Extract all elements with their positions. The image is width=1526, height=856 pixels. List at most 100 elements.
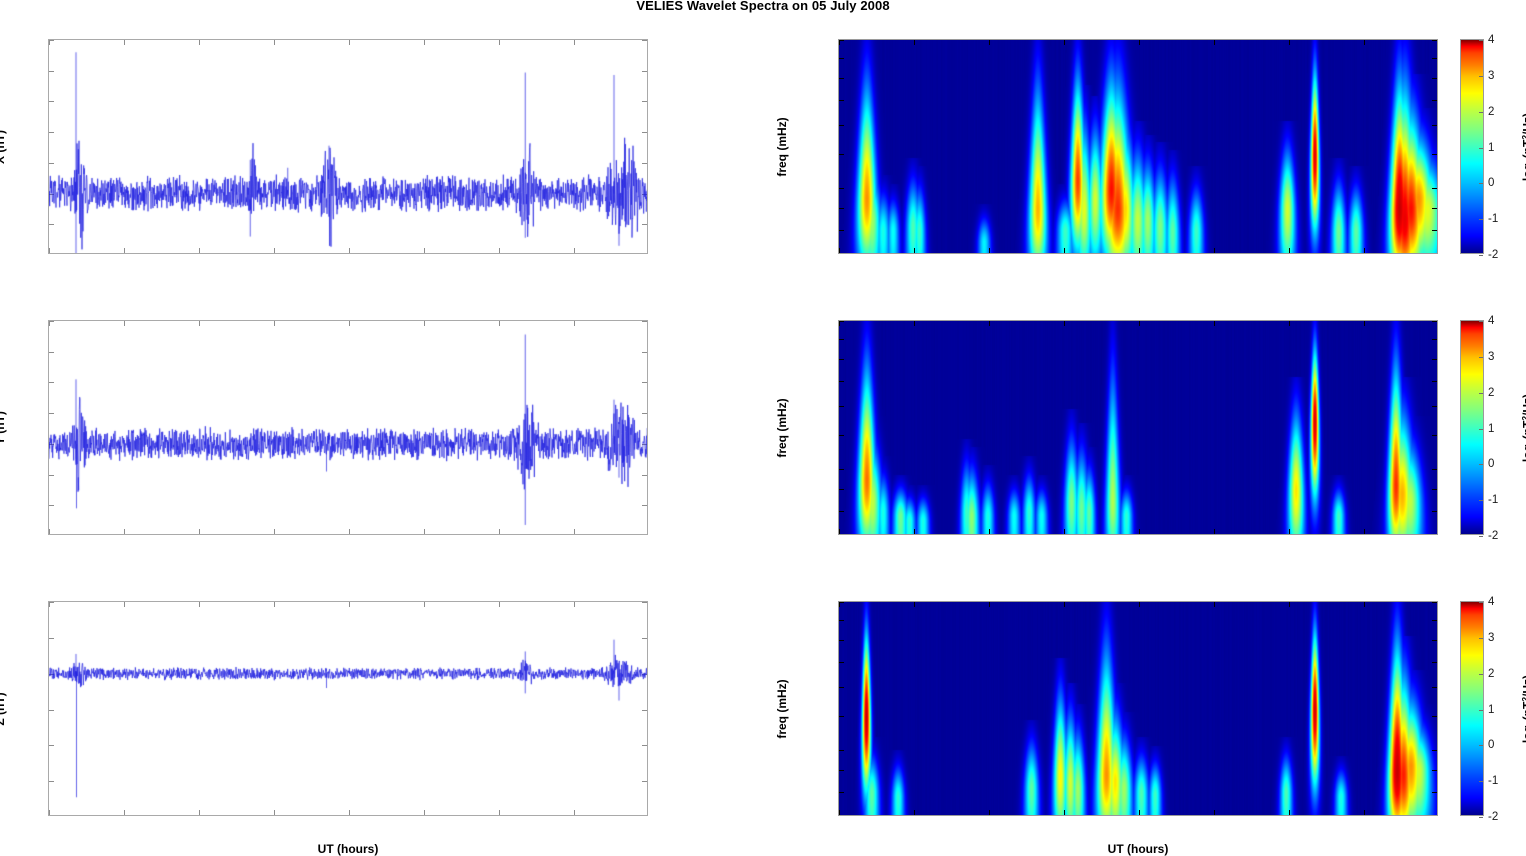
timeseries-panel-x: Filtered Series (cutoff at 7.5 mHz)2.521… [0, 0, 700, 851]
colorbar-tick-label-x-6: -2 [1488, 249, 1499, 261]
wavelet-xtick-mark [989, 321, 990, 326]
freq-tick-mark [839, 321, 844, 322]
freq-tick-mark [839, 715, 844, 717]
wavelet-heatmap-y [839, 321, 1437, 534]
freq-tick-mark [1432, 380, 1437, 382]
wavelet-axes-z: 2220181614121098700:0003:0006:0009:0012:… [838, 601, 1438, 816]
colorbar-tick-mark [1479, 111, 1483, 113]
colorbar-tick-mark [1479, 781, 1483, 783]
wavelet-xtick-mark [1064, 529, 1065, 534]
wavelet-xtick-mark [914, 321, 915, 326]
colorbar-tick-label-x-5: -1 [1488, 213, 1499, 226]
colorbar-tick-label-y-0: 4 [1488, 315, 1495, 327]
wavelet-xtick-mark [1364, 40, 1365, 45]
colorbar-tick-mark [1479, 147, 1483, 149]
freq-tick-mark [839, 661, 844, 663]
freq-tick-mark [1432, 619, 1437, 621]
colorbar-y: 4 3 2 1 0 -1 -2 [1460, 315, 1498, 542]
timeseries-axes-x: Filtered Series (cutoff at 7.5 mHz)2.521… [48, 39, 648, 254]
colorbar-tick-mark [1479, 709, 1483, 711]
wavelet-xtick-mark [1364, 602, 1365, 607]
wavelet-xtick-mark [1364, 321, 1365, 326]
freq-tick-mark [1432, 488, 1437, 490]
freq-tick-mark [1432, 321, 1437, 322]
colorbar-tick-mark [1479, 637, 1483, 639]
wavelet-xtick-mark [914, 810, 915, 815]
colorbar-tick-label-y-2: 2 [1488, 386, 1495, 399]
colorbar-tick-mark [1479, 219, 1483, 221]
wavelet-heatmap-z [839, 602, 1437, 815]
freq-tick-mark [1432, 715, 1437, 717]
figure-title: VELIES Wavelet Spectra on 05 July 2008 [636, 0, 890, 13]
freq-tick-mark [1432, 188, 1437, 190]
colorbar-tick-label-z-0: 4 [1488, 596, 1495, 608]
colorbar-tick-label-z-5: -1 [1488, 775, 1499, 788]
freq-tick-mark [839, 488, 844, 490]
wavelet-xtick-mark [1064, 40, 1065, 45]
wavelet-xtick-mark [839, 810, 840, 815]
wavelet-axes-x: Pc4 Wavelet Power2220181614121098700:000… [838, 39, 1438, 254]
timeseries-trace-z [49, 602, 647, 815]
freq-tick-mark [1432, 405, 1437, 407]
freq-tick-mark [839, 40, 844, 41]
freq-tick-mark [839, 469, 844, 471]
colorbar-tick-label-y-3: 1 [1488, 422, 1495, 435]
freq-tick-mark [1432, 338, 1437, 340]
colorbar-tick-mark [1479, 428, 1483, 430]
colorbar-z: 4 3 2 1 0 -1 -2 [1460, 596, 1498, 823]
freq-tick-mark [839, 639, 844, 641]
wavelet-xtick-mark [1289, 529, 1290, 534]
colorbar-tick-mark [1479, 392, 1483, 394]
freq-tick-mark [839, 434, 844, 436]
wavelet-axes-y: 2220181614121098700:0003:0006:0009:0012:… [838, 320, 1438, 535]
wavelet-xtick-mark [914, 602, 915, 607]
wavelet-xtick-mark [839, 40, 840, 45]
wavelet-xtick-mark [914, 529, 915, 534]
freq-tick-mark [1432, 229, 1437, 231]
colorbar-tick-label-y-5: -1 [1488, 494, 1499, 507]
colorbar-tick-label-x-4: 0 [1488, 177, 1495, 190]
wavelet-xtick-mark [839, 602, 840, 607]
timeseries-panel-y: 21.510.50-0.5-1-1.500:0003:0006:0009:001… [0, 0, 700, 851]
colorbar-tick-label-z-4: 0 [1488, 739, 1495, 752]
colorbar-tick-mark [1479, 464, 1483, 466]
colorbar-tick-mark [1479, 745, 1483, 747]
colorbar-tick-mark [1479, 500, 1483, 502]
wavelet-xlabel: UT (hours) [1107, 842, 1169, 856]
wavelet-xtick-mark [1214, 248, 1215, 253]
colorbar-x: 4 3 2 1 0 -1 -2 [1460, 34, 1498, 261]
freq-tick-mark [839, 750, 844, 752]
timeseries-axes-y: 21.510.50-0.5-1-1.500:0003:0006:0009:001… [48, 320, 648, 535]
wavelet-xtick-mark [1139, 810, 1140, 815]
colorbar-tick-mark [1479, 673, 1483, 675]
freq-tick-mark [839, 124, 844, 126]
colorbar-tick-mark [1479, 817, 1483, 818]
wavelet-xtick-mark [839, 248, 840, 253]
colorbar-tick-label-x-0: 4 [1488, 34, 1495, 46]
freq-tick-mark [839, 153, 844, 155]
wavelet-xtick-mark [1364, 529, 1365, 534]
freq-tick-mark [1432, 153, 1437, 155]
wavelet-xtick-mark [1139, 602, 1140, 607]
freq-tick-mark [839, 405, 844, 407]
wavelet-xtick-mark [1364, 810, 1365, 815]
freq-tick-mark [839, 510, 844, 512]
freq-tick-mark [839, 207, 844, 209]
wavelet-xtick-mark [1214, 602, 1215, 607]
colorbar-tick-label-z-6: -2 [1488, 811, 1499, 823]
freq-tick-mark [1432, 207, 1437, 209]
freq-tick-mark [839, 77, 844, 79]
colorbar-tick-label-x-1: 3 [1488, 69, 1495, 82]
wavelet-xtick-mark [914, 248, 915, 253]
wavelet-xtick-mark [1139, 321, 1140, 326]
wavelet-xtick-mark [1289, 810, 1290, 815]
freq-tick-mark [839, 380, 844, 382]
wavelet-xtick-mark [1139, 248, 1140, 253]
freq-tick-mark [1432, 750, 1437, 752]
wavelet-xtick-mark [1214, 529, 1215, 534]
wavelet-xtick-mark [989, 40, 990, 45]
freq-tick-mark [839, 188, 844, 190]
wavelet-xtick-mark [1214, 40, 1215, 45]
wavelet-xtick-mark [1139, 529, 1140, 534]
